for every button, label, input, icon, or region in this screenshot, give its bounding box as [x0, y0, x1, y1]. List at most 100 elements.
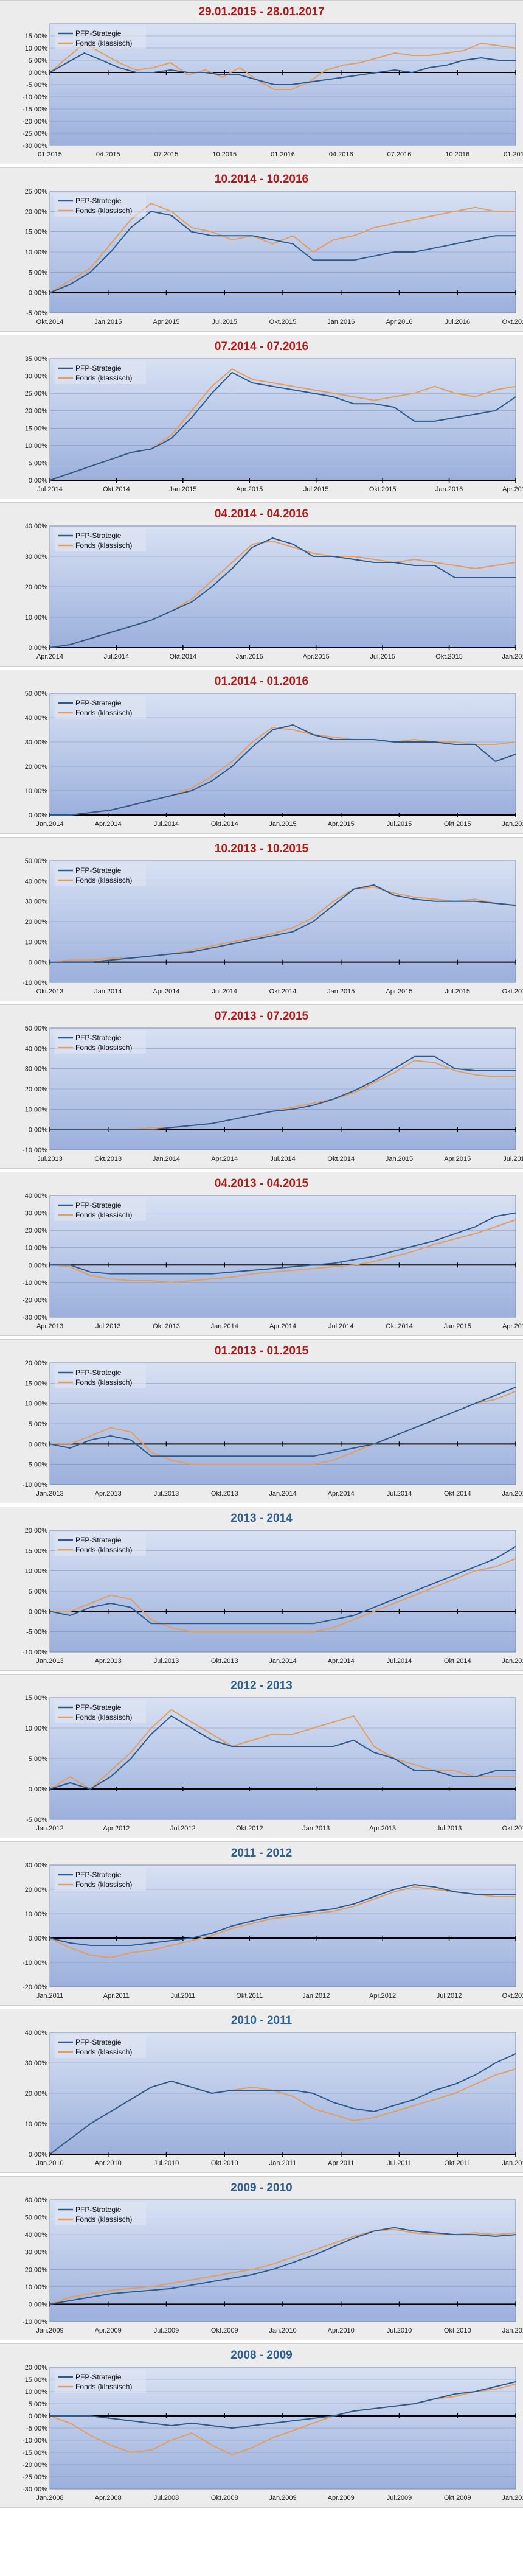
legend	[55, 1365, 146, 1388]
y-tick-label: 15,00%	[25, 1547, 48, 1555]
x-tick-label: Jan.2015	[327, 988, 355, 995]
x-tick-label: Jul.2009	[387, 2494, 412, 2502]
y-tick-label: 30,00%	[25, 553, 48, 561]
y-tick-label: 20,00%	[25, 1086, 48, 1093]
x-tick-label: Apr.2016	[502, 486, 523, 493]
x-tick-label: Jan.2014	[94, 988, 122, 995]
x-tick-label: Okt.2015	[435, 653, 463, 660]
x-tick-label: Jan.2011	[36, 1992, 63, 2000]
x-tick-label: Okt.2015	[502, 988, 523, 995]
line-chart: -30,00% -25,00% -20,00% -15,00% -10,00% -5,00…	[23, 23, 523, 158]
legend-label: Fonds (klassisch)	[75, 876, 132, 884]
series-line-pfp	[49, 1387, 516, 1457]
series-line-pfp	[49, 2053, 516, 2155]
x-tick-label: Apr.2015	[444, 1155, 471, 1163]
x-tick-label: Okt.2013	[211, 1657, 238, 1665]
legend-label: PFP-Strategie	[75, 2038, 122, 2046]
chart-panel: 2009 - 2010 -10,00% 0,00% 10,00% 20,00% 30,00…	[0, 2176, 523, 2340]
x-tick-label: Apr.2009	[95, 2327, 122, 2334]
y-tick-label: -5,00%	[26, 1461, 47, 1469]
y-tick-label: 0,00%	[29, 1441, 47, 1448]
y-tick-label: 30,00%	[25, 373, 48, 380]
y-tick-label: 0,00%	[29, 2413, 47, 2420]
legend-label: Fonds (klassisch)	[75, 1043, 132, 1052]
series-line-pfp	[50, 724, 516, 816]
x-tick-label: Jan.2012	[502, 2160, 523, 2167]
x-tick-label: 10.2016	[445, 151, 469, 158]
y-tick-label: 20,00%	[25, 1886, 48, 1894]
y-tick-label: -15,00%	[23, 106, 47, 113]
chart-title: 10.2013 - 10.2015	[214, 842, 309, 855]
y-tick-label: -20,00%	[23, 1297, 47, 1304]
x-tick-label: Jan.2015	[386, 1155, 413, 1163]
legend	[55, 1031, 146, 1054]
y-tick-label: 0,00%	[29, 1262, 47, 1269]
y-tick-label: -25,00%	[23, 2474, 47, 2481]
y-tick-label: 20,00%	[25, 408, 48, 415]
y-tick-label: -10,00%	[23, 2319, 47, 2326]
line-chart: 0,00% 5,00% 10,00% 15,00% 20,00% 25,00% 30,00%…	[25, 355, 523, 493]
y-tick-label: -5,00%	[26, 1816, 47, 1824]
x-tick-label: Apr.2015	[502, 1323, 523, 1330]
legend	[55, 2035, 146, 2058]
line-chart: -10,00% -5,00% 0,00% 5,00% 10,00% 15,00% 20,00…	[23, 1527, 523, 1665]
x-tick-label: Jan.2008	[36, 2494, 63, 2502]
y-tick-label: 30,00%	[25, 739, 48, 746]
x-tick-label: Jan.2011	[269, 2160, 296, 2167]
x-tick-label: Apr.2013	[369, 1825, 396, 1832]
chart-panel: 04.2014 - 04.2016 0,00% 10,00% 20,00% 30,00%…	[0, 502, 523, 667]
x-tick-label: Jul.2012	[437, 1992, 462, 2000]
y-tick-label: 15,00%	[25, 2376, 48, 2384]
x-tick-label: Apr.2010	[95, 2160, 122, 2167]
x-tick-label: Okt.2014	[211, 821, 238, 828]
x-tick-label: Jan.2011	[502, 2327, 523, 2334]
x-tick-label: Apr.2014	[269, 1323, 296, 1330]
x-tick-label: 04.2016	[329, 151, 353, 158]
legend-label: Fonds (klassisch)	[75, 709, 132, 717]
x-tick-label: Jul.2014	[270, 1155, 296, 1163]
x-tick-label: Jan.2016	[435, 486, 463, 493]
x-tick-label: Jul.2014	[212, 988, 237, 995]
x-tick-label: Apr.2008	[95, 2494, 122, 2502]
y-tick-label: 30,00%	[25, 1862, 48, 1869]
x-tick-label: Jul.2015	[370, 653, 395, 660]
x-tick-label: Jan.2012	[36, 1825, 63, 1832]
chart-title: 2013 - 2014	[230, 1512, 293, 1525]
y-tick-label: -20,00%	[23, 118, 47, 125]
y-tick-label: 20,00%	[25, 763, 48, 771]
y-tick-label: 10,00%	[25, 788, 48, 795]
x-tick-label: Jul.2014	[387, 1657, 412, 1665]
x-tick-label: Apr.2016	[386, 318, 412, 326]
legend	[55, 194, 146, 217]
chart-panel: 10.2014 - 10.2016 -5,00% 0,00% 5,00% 10,00% 1…	[0, 167, 523, 332]
line-chart: -30,00% -20,00% -10,00% 0,00% 10,00% 20,00% 30…	[23, 1192, 523, 1330]
x-tick-label: Okt.2012	[236, 1825, 263, 1832]
y-tick-label: -10,00%	[23, 1147, 47, 1154]
legend-label: Fonds (klassisch)	[75, 2048, 132, 2056]
series-line-pfp	[49, 1545, 516, 1625]
legend-label: PFP-Strategie	[75, 531, 122, 540]
x-tick-label: Okt.2016	[502, 318, 523, 326]
x-tick-label: Jan.2013	[36, 1657, 63, 1665]
x-tick-label: 07.2016	[387, 151, 412, 158]
chart-title: 01.2013 - 01.2015	[214, 1345, 309, 1357]
y-tick-label: -20,00%	[23, 1984, 47, 1991]
x-tick-label: Jul.2015	[387, 821, 412, 828]
line-chart: -10,00% 0,00% 10,00% 20,00% 30,00% 40,00% 50,0…	[23, 858, 523, 995]
y-tick-label: 0,00%	[29, 2151, 47, 2158]
line-chart: 0,00% 10,00% 20,00% 30,00% 40,00% Jan.2010 Apr…	[25, 2029, 523, 2167]
y-tick-label: 20,00%	[25, 208, 48, 215]
y-tick-label: -30,00%	[23, 142, 47, 150]
y-tick-label: -15,00%	[23, 2449, 47, 2457]
y-tick-label: 5,00%	[29, 57, 47, 65]
x-tick-label: Okt.2014	[103, 486, 130, 493]
chart-title: 2011 - 2012	[230, 1847, 293, 1860]
legend-label: PFP-Strategie	[75, 1368, 122, 1377]
legend-label: Fonds (klassisch)	[75, 1545, 132, 1554]
chart-panel: 2011 - 2012 -20,00% -10,00% 0,00% 10,00% 20,0…	[0, 1841, 523, 2006]
chart-title: 29.01.2015 - 28.01.2017	[198, 5, 325, 18]
y-tick-label: 10,00%	[25, 1725, 48, 1732]
x-tick-label: Okt.2014	[269, 988, 297, 995]
y-tick-label: 20,00%	[25, 1227, 48, 1234]
x-tick-label: Apr.2014	[153, 988, 179, 995]
